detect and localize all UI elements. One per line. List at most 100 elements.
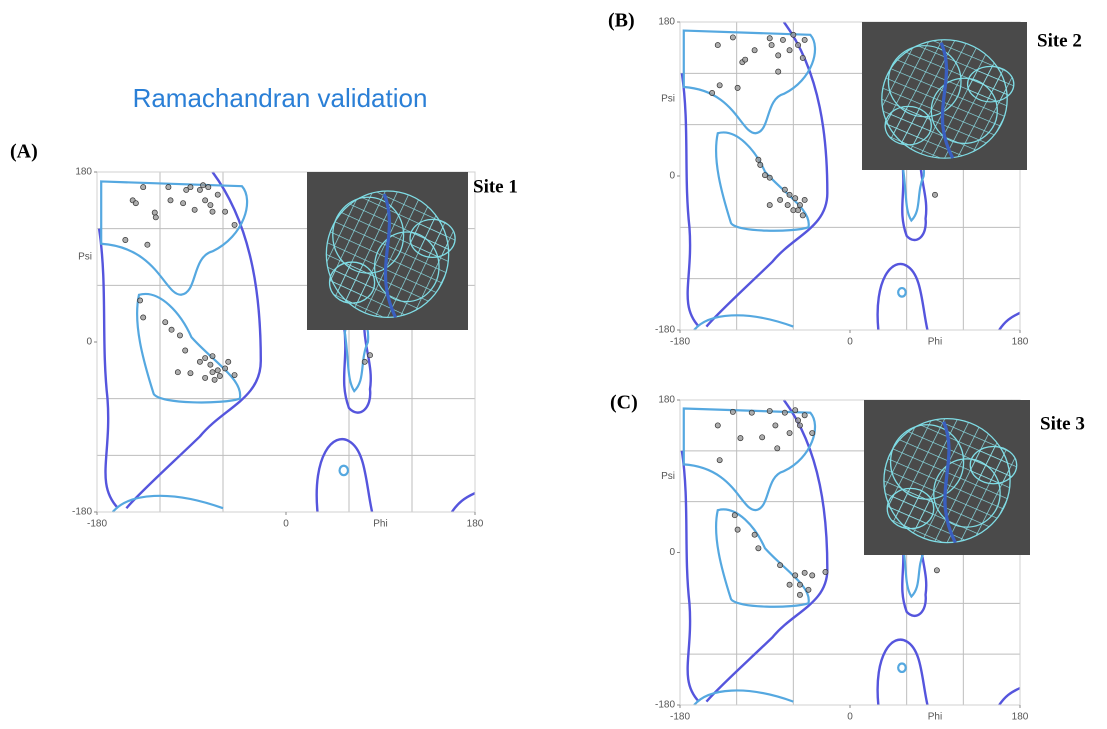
residue-point: [717, 83, 722, 88]
residue-point: [208, 362, 213, 367]
residue-point: [752, 532, 757, 537]
x-tick-label: 0: [847, 712, 853, 723]
residue-point: [210, 370, 215, 375]
residue-point: [141, 185, 146, 190]
residue-point: [778, 563, 783, 568]
residue-point: [787, 582, 792, 587]
residue-point: [188, 371, 193, 376]
residue-point: [762, 173, 767, 178]
residue-point: [123, 237, 128, 242]
residue-point: [752, 48, 757, 53]
residue-point: [756, 546, 761, 551]
panel-label: (A): [10, 141, 38, 163]
y-tick-label: 180: [658, 395, 675, 406]
residue-point: [215, 192, 220, 197]
binding-site-surface: [307, 172, 468, 330]
residue-point: [932, 192, 937, 197]
residue-point: [775, 446, 780, 451]
binding-site-surface: [864, 400, 1030, 555]
residue-point: [760, 435, 765, 440]
residue-point: [749, 410, 754, 415]
residue-point: [769, 43, 774, 48]
y-tick-label: 0: [669, 547, 675, 558]
site-label: Site 2: [1037, 30, 1082, 51]
x-tick-label: -180: [670, 712, 690, 723]
residue-point: [177, 333, 182, 338]
residue-point: [217, 373, 222, 378]
x-axis-label: Phi: [928, 712, 942, 723]
residue-point: [210, 209, 215, 214]
residue-point: [730, 35, 735, 40]
residue-point: [767, 202, 772, 207]
x-tick-label: 0: [283, 519, 289, 530]
residue-point: [782, 410, 787, 415]
site-label: Site 3: [1040, 413, 1085, 434]
residue-point: [793, 573, 798, 578]
x-axis-label: Phi: [373, 519, 387, 530]
residue-point: [767, 408, 772, 413]
residue-point: [795, 43, 800, 48]
residue-point: [773, 423, 778, 428]
residue-point: [200, 183, 205, 188]
residue-point: [810, 573, 815, 578]
residue-point: [203, 375, 208, 380]
residue-point: [756, 157, 761, 162]
residue-point: [778, 197, 783, 202]
residue-point: [823, 569, 828, 574]
residue-point: [776, 53, 781, 58]
site-label: Site 1: [473, 176, 518, 197]
residue-point: [758, 162, 763, 167]
x-tick-label: -180: [670, 337, 690, 348]
residue-point: [797, 202, 802, 207]
residue-point: [787, 430, 792, 435]
x-tick-label: 0: [847, 337, 853, 348]
residue-point: [732, 513, 737, 518]
residue-point: [203, 198, 208, 203]
x-tick-label: 180: [1012, 337, 1029, 348]
residue-point: [192, 207, 197, 212]
residue-point: [215, 368, 220, 373]
residue-point: [710, 90, 715, 95]
residue-point: [137, 298, 142, 303]
residue-point: [735, 85, 740, 90]
residue-point: [715, 43, 720, 48]
residue-point: [738, 436, 743, 441]
residue-point: [767, 175, 772, 180]
residue-point: [715, 423, 720, 428]
residue-point: [152, 210, 157, 215]
y-tick-label: -180: [655, 700, 675, 711]
residue-point: [232, 372, 237, 377]
residue-point: [210, 354, 215, 359]
residue-point: [934, 568, 939, 573]
residue-point: [153, 215, 158, 220]
residue-point: [797, 423, 802, 428]
residue-point: [197, 359, 202, 364]
residue-point: [802, 413, 807, 418]
residue-point: [181, 201, 186, 206]
x-tick-label: -180: [87, 519, 107, 530]
residue-point: [802, 37, 807, 42]
x-axis-label: Phi: [928, 337, 942, 348]
y-axis-label: Psi: [78, 252, 92, 263]
residue-point: [208, 202, 213, 207]
residue-point: [206, 185, 211, 190]
residue-point: [145, 242, 150, 247]
figure: Ramachandran validation -180 0 180 -180 0 180…: [0, 0, 1107, 729]
residue-point: [133, 201, 138, 206]
residue-point: [782, 187, 787, 192]
residue-point: [735, 527, 740, 532]
residue-point: [795, 418, 800, 423]
residue-point: [793, 408, 798, 413]
residue-point: [212, 377, 217, 382]
residue-point: [802, 197, 807, 202]
residue-point: [797, 582, 802, 587]
residue-point: [197, 187, 202, 192]
residue-point: [169, 327, 174, 332]
residue-point: [223, 366, 228, 371]
x-tick-label: 180: [1012, 712, 1029, 723]
figure-title: Ramachandran validation: [133, 83, 428, 113]
residue-point: [793, 196, 798, 201]
y-tick-label: 0: [86, 337, 92, 348]
residue-point: [232, 222, 237, 227]
residue-point: [810, 430, 815, 435]
